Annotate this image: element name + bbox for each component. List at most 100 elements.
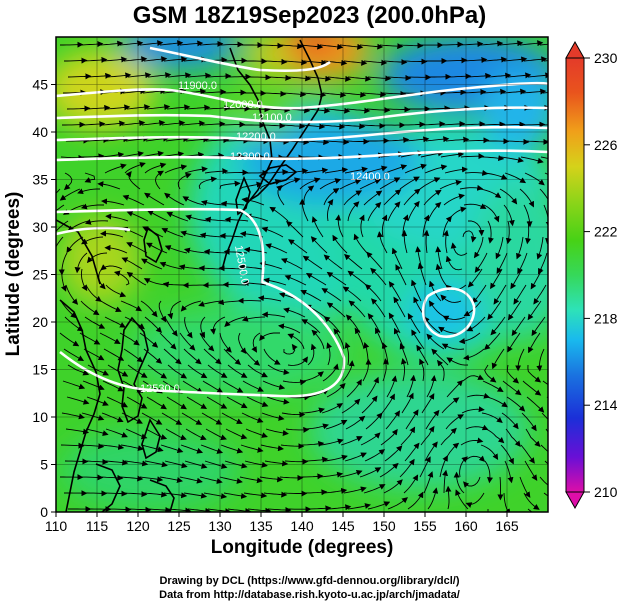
streamline [326, 342, 333, 366]
streamline [467, 268, 483, 288]
y-tick-label: 30 [32, 219, 48, 235]
streamline [436, 359, 445, 382]
streamline [342, 360, 355, 382]
streamline [164, 164, 188, 174]
streamline [139, 332, 159, 348]
streamline [484, 460, 493, 484]
x-tick-label: 165 [495, 518, 519, 534]
streamline [123, 56, 148, 63]
streamline [163, 492, 188, 499]
streamline [104, 244, 128, 254]
streamline [523, 56, 548, 63]
streamline [180, 300, 202, 312]
streamline [125, 171, 141, 190]
streamline [344, 166, 368, 174]
streamline [224, 316, 246, 327]
streamline [428, 300, 446, 318]
streamline [528, 332, 541, 354]
contour-label-12400: 12400.0 [350, 171, 390, 183]
streamline [366, 376, 379, 398]
streamline [126, 396, 148, 409]
streamline [300, 473, 324, 480]
streamline [64, 316, 84, 332]
streamline [198, 300, 222, 307]
streamline [304, 167, 329, 174]
streamline [507, 332, 521, 353]
streamline [344, 452, 367, 462]
streamline [199, 476, 223, 484]
streamline [251, 332, 261, 353]
streamline [86, 104, 111, 111]
streamline [283, 307, 306, 318]
streamline [219, 180, 241, 190]
streamline [81, 153, 105, 160]
streamline [85, 284, 102, 302]
streamline [269, 206, 289, 222]
streamline [177, 172, 192, 190]
streamline [540, 156, 548, 159]
streamline [383, 189, 402, 206]
contour-label-12100: 12100.0 [252, 112, 292, 124]
streamline [447, 73, 472, 80]
streamline [519, 40, 544, 47]
streamline [442, 315, 466, 322]
streamline [490, 268, 503, 290]
streamline [198, 265, 223, 272]
streamline [143, 491, 168, 498]
streamline [361, 122, 386, 129]
streamline [143, 278, 167, 286]
streamline [64, 57, 88, 64]
streamline [423, 471, 434, 494]
streamline [427, 487, 439, 510]
streamline [181, 120, 206, 127]
streamline [282, 379, 307, 386]
streamline [362, 358, 372, 382]
streamline [180, 444, 204, 454]
streamline [423, 316, 441, 334]
streamline [182, 196, 205, 206]
streamline [420, 425, 435, 446]
streamline [283, 59, 308, 66]
x-tick-label: 145 [331, 518, 355, 534]
streamline [547, 509, 548, 510]
streamline [399, 42, 424, 49]
streamline [263, 491, 288, 498]
streamline [261, 311, 286, 318]
streamline [497, 476, 504, 501]
streamline [226, 396, 248, 409]
streamline [484, 172, 508, 180]
streamline [63, 348, 85, 361]
streamline [202, 380, 224, 393]
streamline [367, 75, 392, 82]
streamline [523, 204, 533, 228]
streamline [403, 58, 428, 65]
streamline [335, 214, 344, 238]
streamline [302, 371, 324, 382]
streamline [121, 120, 146, 127]
streamline [484, 364, 497, 383]
streamline [207, 73, 232, 80]
streamline [202, 88, 227, 95]
streamline [341, 398, 361, 414]
streamline [139, 40, 164, 47]
streamline [144, 192, 165, 206]
streamline [441, 343, 465, 350]
streamline [102, 380, 124, 392]
streamline [343, 190, 363, 206]
streamline [147, 507, 172, 512]
streamline [165, 135, 190, 142]
streamline [542, 92, 548, 94]
streamline [531, 316, 546, 337]
streamline [164, 460, 188, 469]
credit-data: Data from http://database.rish.kyoto-u.a… [159, 589, 460, 601]
streamline [473, 236, 484, 259]
streamline [520, 444, 535, 464]
streamline [363, 59, 388, 66]
streamline [161, 412, 183, 425]
streamline [140, 300, 158, 318]
streamline [505, 220, 512, 245]
streamline [280, 443, 305, 450]
streamline [440, 151, 465, 158]
streamline [445, 136, 470, 143]
streamline [503, 204, 515, 227]
